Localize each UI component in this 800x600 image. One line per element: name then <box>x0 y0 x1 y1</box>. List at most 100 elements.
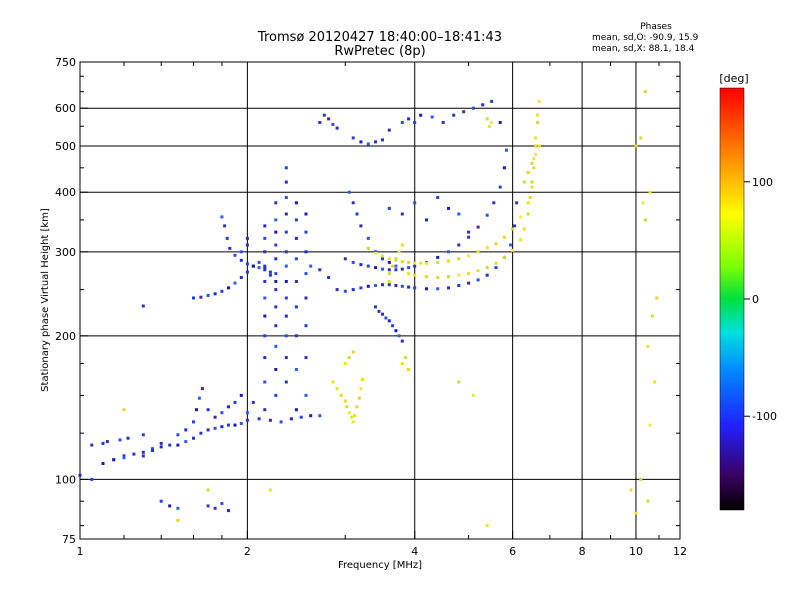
data-point-o <box>505 148 508 152</box>
data-point-o <box>430 115 434 119</box>
data-point-x <box>476 250 480 254</box>
data-point-x <box>391 264 395 268</box>
data-point-o <box>462 110 466 114</box>
y-tick-label: 500 <box>55 140 76 153</box>
data-point-o <box>374 284 377 287</box>
data-point-x <box>436 276 440 279</box>
data-point-x <box>653 380 657 384</box>
data-point-x <box>374 251 377 255</box>
data-point-o <box>200 387 204 391</box>
data-point-o <box>112 458 116 462</box>
data-point-o <box>263 268 267 272</box>
data-point-o <box>441 121 445 124</box>
data-point-o <box>359 140 363 144</box>
data-point-o <box>225 236 229 240</box>
data-point-o <box>263 250 267 254</box>
data-point-x <box>355 405 359 409</box>
data-point-o <box>485 273 489 277</box>
data-point-x <box>407 272 411 276</box>
data-point-o <box>294 257 298 261</box>
data-point-o <box>394 264 398 268</box>
grid-lines <box>80 62 680 539</box>
data-point-o <box>436 255 440 259</box>
chart-title: Tromsø 20120427 18:40:00–18:41:43 <box>257 30 503 45</box>
data-point-x <box>397 250 401 254</box>
data-point-x <box>494 261 498 265</box>
data-point-o <box>327 117 331 121</box>
data-point-o <box>245 262 249 266</box>
data-point-x <box>447 275 450 279</box>
data-point-o <box>126 436 130 440</box>
y-tick-label: 300 <box>55 246 76 259</box>
data-point-o <box>447 286 450 290</box>
data-point-o <box>381 312 384 316</box>
data-point-o <box>268 273 272 277</box>
data-point-o <box>274 393 278 397</box>
data-point-o <box>274 368 278 371</box>
data-point-o <box>400 212 404 216</box>
data-point-x <box>206 488 210 492</box>
y-tick-label: 75 <box>62 533 76 546</box>
data-point-x <box>457 380 461 384</box>
data-point-x <box>447 259 450 263</box>
data-point-o <box>492 201 496 205</box>
data-point-x <box>522 180 526 184</box>
data-point-x <box>419 261 423 265</box>
data-point-o <box>366 236 370 240</box>
data-point-x <box>532 166 536 170</box>
data-point-o <box>220 411 224 415</box>
data-point-o <box>213 426 217 430</box>
data-point-o <box>274 257 278 261</box>
data-point-o <box>485 213 489 217</box>
data-point-x <box>519 238 523 242</box>
data-point-o <box>199 295 203 299</box>
data-point-o <box>394 268 398 272</box>
data-point-o <box>206 504 210 508</box>
data-point-o <box>447 250 450 254</box>
data-point-x <box>537 144 541 148</box>
data-point-o <box>284 196 288 199</box>
data-point-o <box>498 185 502 189</box>
data-point-o <box>227 405 230 409</box>
data-point-o <box>407 117 411 121</box>
data-point-o <box>359 286 363 290</box>
data-point-x <box>339 393 343 397</box>
phases-o-stats: mean, sd,O: -90.9, 15.9 <box>592 33 699 43</box>
data-point-o <box>233 423 237 427</box>
data-point-o <box>457 212 461 216</box>
data-point-x <box>526 212 530 216</box>
x-tick-label: 4 <box>411 545 418 558</box>
data-point-x <box>511 248 515 252</box>
data-point-o <box>299 415 303 419</box>
data-point-o <box>227 509 230 513</box>
chart-subtitle: RwPretec (8p) <box>334 44 426 59</box>
data-point-x <box>650 314 654 318</box>
data-point-x <box>634 511 638 515</box>
data-point-o <box>359 263 363 267</box>
data-point-o <box>467 230 471 234</box>
data-point-o <box>304 296 308 300</box>
data-point-o <box>327 276 331 279</box>
data-point-o <box>105 440 109 444</box>
data-point-x <box>457 257 461 261</box>
data-point-x <box>387 280 391 283</box>
x-tick-label: 12 <box>673 545 687 558</box>
data-point-o <box>227 423 230 427</box>
data-point-o <box>251 400 255 404</box>
data-point-o <box>213 292 217 296</box>
data-point-o <box>294 201 298 205</box>
data-point-o <box>309 264 313 268</box>
data-point-x <box>345 405 349 409</box>
data-point-x <box>502 235 506 239</box>
data-point-o <box>318 121 322 124</box>
data-point-o <box>192 296 195 300</box>
data-point-o <box>284 250 288 254</box>
data-point-x <box>511 227 515 231</box>
data-point-x <box>528 196 532 199</box>
colorbar-label: [deg] <box>719 72 748 85</box>
data-point-o <box>515 201 519 205</box>
data-point-o <box>228 246 232 250</box>
data-point-o <box>347 190 351 194</box>
data-point-o <box>413 121 417 124</box>
data-point-x <box>526 171 530 174</box>
